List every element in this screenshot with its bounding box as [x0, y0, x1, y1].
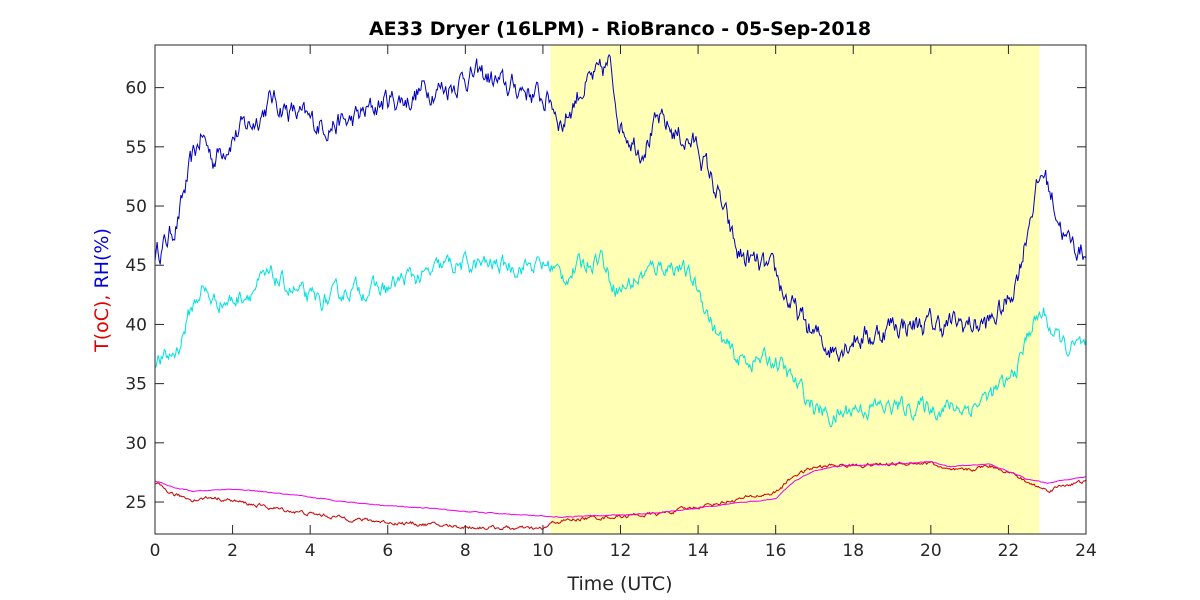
x-tick-label: 8 [460, 541, 471, 561]
x-tick-label: 6 [382, 541, 393, 561]
series-line-1 [154, 53, 1087, 362]
y-tick-label: 30 [125, 434, 147, 454]
x-tick-label: 18 [842, 541, 864, 561]
series-line-2 [154, 249, 1087, 428]
y-tick-label: 50 [125, 197, 147, 217]
series-line-4 [154, 460, 1087, 519]
x-tick-label: 16 [765, 541, 787, 561]
x-tick-label: 20 [920, 541, 942, 561]
chart-title: AE33 Dryer (16LPM) - RioBranco - 05-Sep-… [369, 18, 871, 40]
x-tick-label: 2 [227, 541, 238, 561]
x-tick-label: 4 [305, 541, 316, 561]
y-axis-label-part: RH(%) [91, 228, 113, 294]
y-tick-label: 40 [125, 315, 147, 335]
y-axis-label: T(oC), RH(%) [91, 228, 113, 353]
x-tick-label: 0 [150, 541, 161, 561]
x-tick-label: 14 [687, 541, 709, 561]
y-tick-label: 25 [125, 493, 147, 513]
y-tick-label: 35 [125, 375, 147, 395]
x-axis-label: Time (UTC) [566, 573, 672, 595]
x-tick-label: 12 [610, 541, 632, 561]
y-tick-label: 45 [125, 256, 147, 276]
y-tick-label: 55 [125, 138, 147, 158]
x-tick-label: 24 [1075, 541, 1097, 561]
x-tick-label: 10 [532, 541, 554, 561]
highlight-region [550, 45, 1040, 534]
y-tick-label: 60 [125, 79, 147, 99]
y-axis-label-part: T(oC), [91, 295, 113, 353]
x-tick-label: 22 [998, 541, 1020, 561]
